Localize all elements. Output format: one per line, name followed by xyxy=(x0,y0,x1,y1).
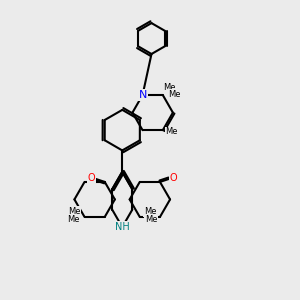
Text: NH: NH xyxy=(115,222,130,232)
Text: Me: Me xyxy=(163,83,176,92)
Text: Me: Me xyxy=(145,215,157,224)
Text: Me: Me xyxy=(67,215,80,224)
Text: Me: Me xyxy=(144,207,156,216)
Text: O: O xyxy=(169,173,177,183)
Text: Me: Me xyxy=(68,207,80,216)
Text: Me: Me xyxy=(168,90,180,99)
Text: N: N xyxy=(138,90,147,100)
Text: Me: Me xyxy=(165,127,178,136)
Text: O: O xyxy=(88,173,95,183)
